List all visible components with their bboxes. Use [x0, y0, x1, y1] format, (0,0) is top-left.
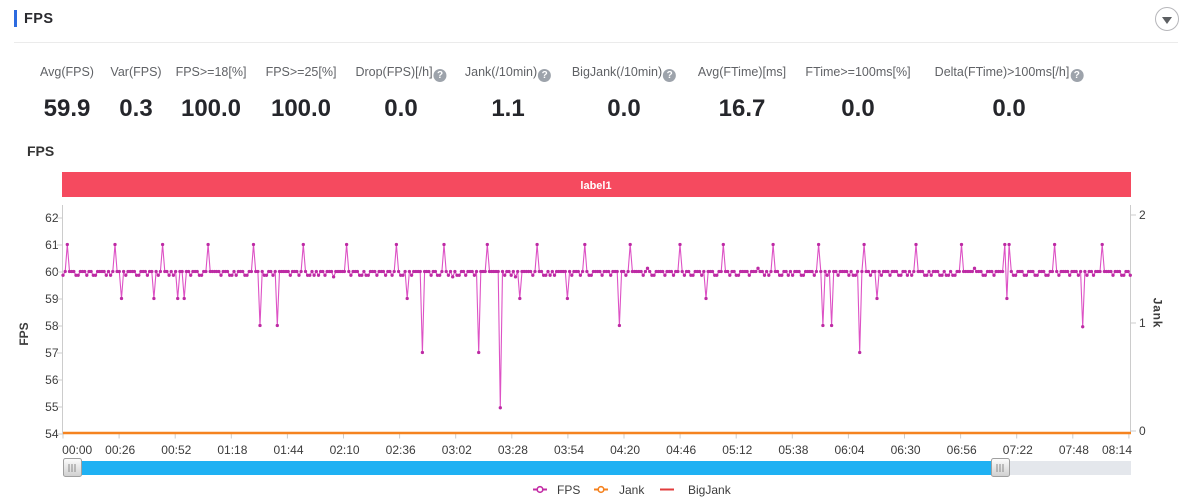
svg-text:FPS: FPS — [557, 483, 580, 497]
svg-text:04:46: 04:46 — [666, 443, 696, 457]
svg-text:BigJank: BigJank — [688, 483, 732, 497]
svg-text:00:00: 00:00 — [62, 443, 92, 457]
svg-text:58: 58 — [45, 319, 59, 333]
svg-text:FPS: FPS — [17, 322, 31, 345]
svg-text:08:14: 08:14 — [1102, 443, 1132, 457]
svg-text:57: 57 — [45, 346, 59, 360]
svg-text:06:56: 06:56 — [947, 443, 977, 457]
svg-text:62: 62 — [45, 211, 59, 225]
svg-text:02:10: 02:10 — [330, 443, 360, 457]
svg-text:01:44: 01:44 — [273, 443, 303, 457]
svg-text:60: 60 — [45, 265, 59, 279]
svg-text:1: 1 — [1139, 316, 1146, 330]
svg-text:03:28: 03:28 — [498, 443, 528, 457]
svg-text:07:48: 07:48 — [1059, 443, 1089, 457]
svg-text:56: 56 — [45, 373, 59, 387]
svg-text:Jank: Jank — [619, 483, 645, 497]
svg-text:03:54: 03:54 — [554, 443, 584, 457]
svg-text:2: 2 — [1139, 208, 1146, 222]
svg-text:07:22: 07:22 — [1003, 443, 1033, 457]
svg-text:03:02: 03:02 — [442, 443, 472, 457]
svg-text:61: 61 — [45, 238, 59, 252]
svg-text:06:04: 06:04 — [834, 443, 864, 457]
svg-text:54: 54 — [45, 427, 59, 441]
svg-text:0: 0 — [1139, 424, 1146, 438]
svg-text:02:36: 02:36 — [386, 443, 416, 457]
svg-text:00:52: 00:52 — [161, 443, 191, 457]
svg-text:00:26: 00:26 — [105, 443, 135, 457]
svg-text:06:30: 06:30 — [891, 443, 921, 457]
svg-text:04:20: 04:20 — [610, 443, 640, 457]
svg-text:05:12: 05:12 — [722, 443, 752, 457]
svg-text:label1: label1 — [580, 180, 611, 192]
svg-text:59: 59 — [45, 292, 59, 306]
svg-text:55: 55 — [45, 400, 59, 414]
svg-text:Jank: Jank — [1151, 298, 1165, 329]
svg-text:01:18: 01:18 — [217, 443, 247, 457]
svg-text:05:38: 05:38 — [778, 443, 808, 457]
